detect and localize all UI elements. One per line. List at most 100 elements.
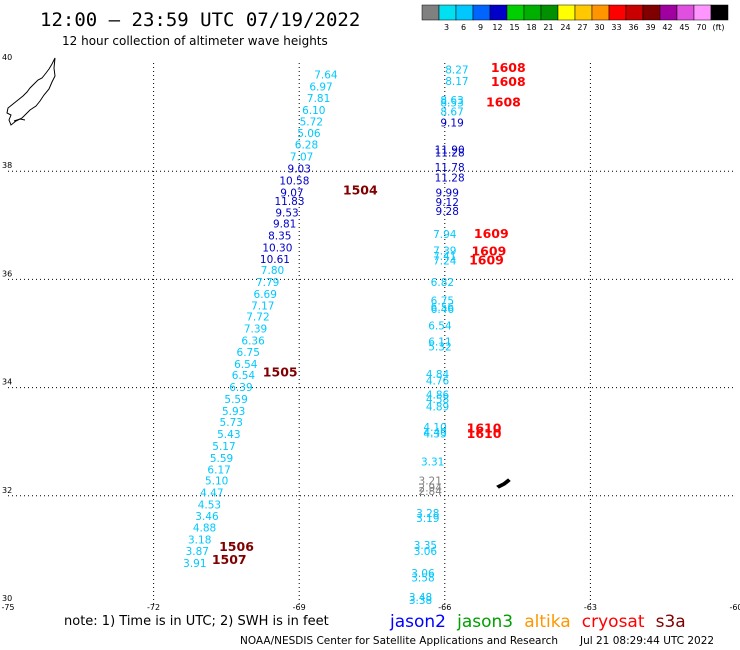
swh-label: 4.47 bbox=[200, 488, 223, 500]
y-tick-label: 38 bbox=[2, 161, 12, 170]
swh-label: 10.61 bbox=[260, 254, 290, 266]
y-tick-label: 36 bbox=[2, 269, 12, 278]
swh-label: 7.39 bbox=[244, 324, 267, 336]
colorbar-swatch bbox=[642, 4, 661, 21]
time-label: 1608 bbox=[486, 94, 521, 109]
colorbar-legend: 3 6 9 12 15 18 21 24 27 30 33 36 39 42 45 70 (ft) bbox=[421, 4, 729, 32]
swh-label: 4.76 bbox=[426, 376, 450, 388]
swh-label: 8.27 bbox=[445, 64, 468, 76]
swh-label: 2.94 bbox=[419, 483, 443, 495]
x-tick-label: -60 bbox=[729, 603, 740, 612]
swh-label: 3.48 bbox=[409, 592, 432, 604]
colorbar-swatch bbox=[625, 4, 644, 21]
swh-label: 5.59 bbox=[224, 394, 247, 406]
swh-label: 4.89 bbox=[426, 402, 449, 414]
colorbar-label: 30 bbox=[594, 23, 604, 32]
mission-s3a: s3a bbox=[656, 612, 686, 632]
swh-label: 6.28 bbox=[295, 140, 318, 152]
colorbar-label: 42 bbox=[662, 23, 672, 32]
colorbar-swatch bbox=[472, 4, 491, 21]
swh-label: 10.58 bbox=[279, 175, 309, 187]
colorbar-label: 33 bbox=[611, 23, 621, 32]
colorbar-swatch bbox=[608, 4, 627, 21]
mission-jason3: jason3 bbox=[456, 612, 513, 632]
swh-label: 5.93 bbox=[222, 406, 245, 418]
swh-label: 4.58 bbox=[426, 394, 449, 406]
swh-label: 11.83 bbox=[274, 196, 304, 208]
y-tick-label: 30 bbox=[2, 594, 12, 603]
swh-label: 9.03 bbox=[288, 163, 311, 175]
time-label: 1507 bbox=[212, 552, 247, 567]
swh-label: 3.91 bbox=[183, 558, 206, 570]
swh-label: 7.94 bbox=[433, 229, 457, 241]
swh-label: 3.18 bbox=[188, 535, 211, 547]
swh-label: 9.53 bbox=[275, 207, 298, 219]
swh-label: 8.35 bbox=[268, 231, 291, 243]
y-tick-label: 40 bbox=[2, 53, 12, 62]
swh-label: 6.75 bbox=[237, 347, 260, 359]
swh-label: 3.46 bbox=[195, 511, 219, 523]
colorbar-swatch bbox=[523, 4, 542, 21]
swh-label: 4.40 bbox=[423, 427, 446, 439]
colorbar-label: 9 bbox=[478, 23, 483, 32]
swh-label: 3.06 bbox=[411, 568, 435, 580]
colorbar-swatch bbox=[557, 4, 576, 21]
swh-label: 10.30 bbox=[262, 242, 292, 254]
swh-label: 5.72 bbox=[300, 116, 323, 128]
units-note: note: 1) Time is in UTC; 2) SWH is in fe… bbox=[64, 614, 329, 629]
time-label: 1608 bbox=[491, 74, 526, 89]
colorbar-label: 45 bbox=[679, 23, 689, 32]
swh-label: 6.17 bbox=[207, 464, 230, 476]
swh-label: 9.12 bbox=[436, 197, 459, 209]
swh-label: 5.59 bbox=[210, 453, 233, 465]
swh-label: 4.35 bbox=[423, 429, 446, 441]
swh-label: 7.07 bbox=[290, 152, 313, 164]
colorbar-swatch bbox=[591, 4, 610, 21]
colorbar-label: 21 bbox=[543, 23, 553, 32]
swh-label: 7.79 bbox=[256, 277, 279, 289]
footer-credit: NOAA/NESDIS Center for Satellite Applica… bbox=[240, 635, 558, 647]
swh-label: 7.17 bbox=[251, 300, 274, 312]
time-label: 1504 bbox=[343, 183, 378, 198]
colorbar-label: 15 bbox=[509, 23, 519, 32]
time-label: 1609 bbox=[471, 243, 506, 258]
swh-label: 11.28 bbox=[435, 147, 465, 159]
swh-label: 3.58 bbox=[411, 572, 434, 584]
swh-label: 6.11 bbox=[428, 337, 451, 349]
swh-label: 7.41 bbox=[433, 251, 456, 263]
colorbar-label: 36 bbox=[628, 23, 638, 32]
swh-label: 11.28 bbox=[435, 173, 465, 185]
time-label: 1609 bbox=[469, 252, 504, 267]
swh-label: 3.31 bbox=[421, 457, 444, 469]
colorbar-label: 18 bbox=[526, 23, 536, 32]
chart-subtitle: 12 hour collection of altimeter wave hei… bbox=[62, 34, 328, 48]
x-tick-label: -63 bbox=[584, 603, 597, 612]
y-tick-label: 34 bbox=[2, 378, 12, 387]
swh-label: 7.64 bbox=[314, 69, 338, 81]
swh-label: 9.19 bbox=[440, 118, 463, 130]
swh-label: 7.80 bbox=[261, 265, 284, 277]
time-label: 1608 bbox=[491, 60, 526, 75]
colorbar-swatch bbox=[506, 4, 525, 21]
colorbar-label: 6 bbox=[461, 23, 466, 32]
x-tick-label: -72 bbox=[147, 603, 160, 612]
swh-label: 6.39 bbox=[229, 382, 252, 394]
swh-label: 4.88 bbox=[193, 523, 216, 535]
swh-label: 5.73 bbox=[220, 417, 243, 429]
time-label: 1506 bbox=[219, 539, 254, 554]
island-outline bbox=[496, 478, 511, 489]
footer-timestamp: Jul 21 08:29:44 UTC 2022 bbox=[579, 635, 714, 647]
colorbar-swatch bbox=[659, 4, 678, 21]
x-tick-label: -69 bbox=[293, 603, 306, 612]
swh-label: 5.06 bbox=[297, 128, 321, 140]
colorbar-label: 24 bbox=[560, 23, 570, 32]
swh-label: 3.19 bbox=[416, 513, 439, 525]
colorbar-swatch bbox=[574, 4, 593, 21]
map-grid bbox=[8, 63, 736, 604]
colorbar-swatch bbox=[455, 4, 474, 21]
mission-jason2: jason2 bbox=[389, 612, 446, 632]
swh-label: 6.36 bbox=[241, 336, 265, 348]
swh-label: 5.32 bbox=[428, 341, 451, 353]
swh-label: 9.81 bbox=[273, 219, 296, 231]
